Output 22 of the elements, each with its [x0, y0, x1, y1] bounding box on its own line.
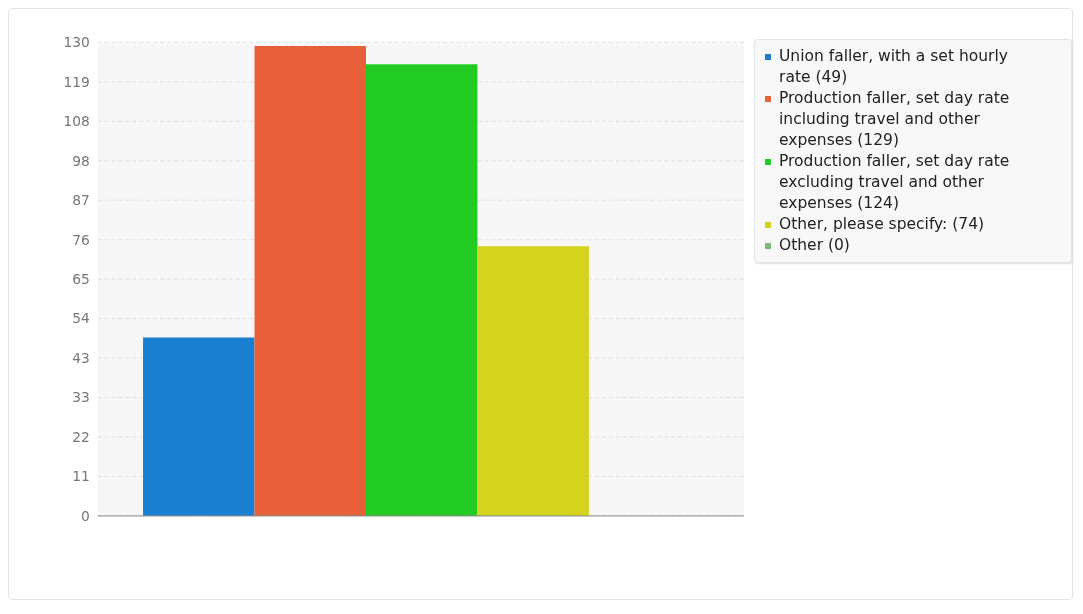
- y-tick-label: 11: [72, 468, 90, 485]
- y-tick-label: 98: [72, 152, 90, 169]
- legend-label: Other (0): [779, 235, 851, 256]
- legend-label: Other, please specify: (74): [779, 214, 986, 235]
- y-tick-label: 108: [63, 113, 90, 130]
- legend-label: Production faller, set day rate including travel and other expenses (129): [779, 88, 1011, 151]
- bar: [254, 45, 366, 516]
- y-tick-label: 54: [72, 310, 90, 327]
- legend-label: Union faller, with a set hourly rate (49): [779, 46, 1009, 88]
- y-tick-label: 65: [72, 271, 90, 288]
- legend-label: Production faller, set day rate excluding travel and other expenses (124): [779, 151, 1011, 214]
- bar: [477, 246, 589, 516]
- y-tick-label: 33: [72, 389, 90, 406]
- y-tick-label: 0: [81, 507, 90, 524]
- y-tick-label: 119: [63, 73, 90, 90]
- y-tick-label: 87: [72, 192, 90, 209]
- y-tick-label: 22: [72, 428, 90, 445]
- y-tick-label: 76: [72, 231, 90, 248]
- bar: [366, 64, 478, 516]
- bar: [143, 337, 255, 516]
- y-tick-label: 43: [72, 349, 90, 366]
- y-tick-label: 130: [63, 34, 90, 51]
